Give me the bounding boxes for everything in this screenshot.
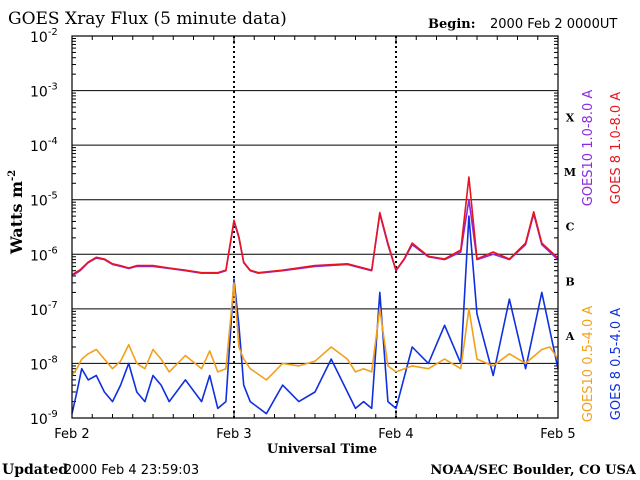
y-tick-label-1: 10-3: [30, 82, 58, 101]
y-tick-label-6: 10-8: [30, 354, 58, 373]
plot-border: [71, 35, 559, 419]
flare-class-C: C: [566, 221, 575, 234]
series-line-3: [71, 215, 559, 415]
legend-entry-3: GOES 8 0.5-4.0 A: [609, 308, 624, 420]
legend-label-2: GOES10 0.5-4.0 A: [581, 306, 596, 423]
plot-frame: [71, 35, 559, 419]
x-axis-label: Universal Time: [267, 442, 377, 457]
begin-value: 2000 Feb 2 0000UT: [490, 17, 617, 32]
y-axis-label-text: Watts m: [7, 181, 26, 255]
x-tick-label-1: Feb 3: [216, 427, 251, 442]
x-tick-labels: Feb 2 Feb 3 Feb 4 Feb 5: [54, 427, 575, 442]
flare-class-M: M: [564, 166, 576, 179]
credit-text: NOAA/SEC Boulder, CO USA: [430, 463, 637, 478]
legend-entry-2: GOES10 0.5-4.0 A: [581, 306, 596, 423]
legend-label-1: GOES 8 1.0-8.0 A: [609, 92, 624, 204]
y-axis-label-group: Watts m-2: [7, 170, 26, 255]
legend-label-3: GOES 8 0.5-4.0 A: [609, 308, 624, 420]
flare-class-A: A: [565, 330, 575, 343]
x-tick-label-2: Feb 4: [378, 427, 413, 442]
series-line-2: [71, 281, 559, 381]
legend: GOES10 1.0-8.0 A GOES 8 1.0-8.0 A GOES10 0…: [581, 90, 624, 423]
x-tick-label-0: Feb 2: [54, 427, 89, 442]
y-axis-label-exponent: -2: [7, 170, 18, 181]
x-tick-label-3: Feb 5: [540, 427, 575, 442]
y-axis-label: Watts m-2: [7, 170, 26, 255]
y-tick-label-0: 10-2: [30, 27, 58, 46]
legend-entry-1: GOES 8 1.0-8.0 A: [609, 92, 624, 204]
series-line-1: [71, 176, 559, 276]
legend-label-0: GOES10 1.0-8.0 A: [581, 90, 596, 207]
flare-class-labels: X M C B A: [564, 112, 576, 343]
flare-class-B: B: [565, 275, 574, 288]
y-tick-label-7: 10-9: [30, 409, 58, 428]
y-tick-label-5: 10-7: [30, 300, 58, 319]
legend-entry-0: GOES10 1.0-8.0 A: [581, 90, 596, 207]
y-tick-label-2: 10-4: [30, 136, 58, 155]
updated-label: Updated: [2, 462, 68, 478]
y-tick-label-4: 10-6: [30, 245, 58, 264]
begin-label: Begin:: [428, 17, 476, 32]
flare-class-X: X: [566, 112, 575, 125]
y-tick-label-3: 10-5: [30, 191, 58, 210]
series-line-0: [71, 198, 559, 277]
series-layer: [71, 176, 559, 415]
chart-title: GOES Xray Flux (5 minute data): [8, 9, 287, 29]
y-tick-labels: 10-2 10-3 10-4 10-5 10-6 10-7 10-8 10-9: [30, 27, 58, 428]
grid-layer: [71, 35, 559, 419]
updated-value: 2000 Feb 4 23:59:03: [64, 463, 199, 478]
